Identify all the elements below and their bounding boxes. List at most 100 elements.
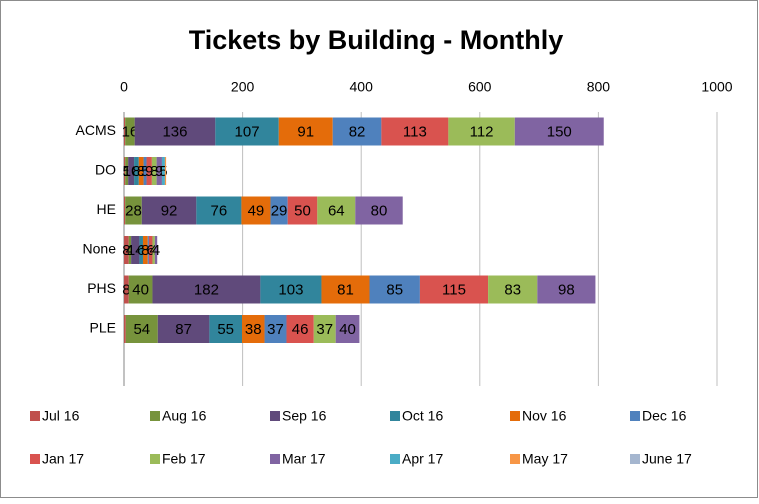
bar-segment [124,275,129,304]
x-tick-label: 600 [468,79,492,95]
legend-swatch [390,411,400,421]
bar-segment [154,236,158,264]
bar-segment [125,196,142,225]
data-label: 16 [122,123,139,140]
legend-label: Sep 16 [282,408,327,424]
bar-segment [270,196,288,225]
data-label: 64 [328,202,345,219]
bar-segment [125,157,129,185]
bar-segment [143,157,147,185]
bar-segment [141,196,197,225]
data-label: 29 [271,202,288,219]
x-tick-label: 800 [587,79,611,95]
data-label: 40 [132,281,149,298]
bar-segment [369,275,420,304]
data-label: 83 [504,281,521,298]
y-tick-label: HE [97,201,116,217]
data-label: 4 [126,242,134,259]
data-label: 80 [371,202,388,219]
bar-segment [124,315,126,343]
data-label: 9 [145,163,153,180]
bar-segment [355,196,403,225]
bar-segment [260,275,322,304]
legend-label: Nov 16 [522,408,567,424]
bar-segment [128,275,153,304]
data-label: 87 [175,321,192,338]
legend-label: Mar 17 [282,451,326,467]
data-label: 28 [125,202,142,219]
chart-title: Tickets by Building - Monthly [189,25,564,55]
data-label: 5 [159,163,167,180]
bar-segment [209,315,243,343]
bar-segment [215,117,279,146]
y-tick-label: DO [95,162,116,178]
data-label: 8 [150,163,158,180]
bar-segment [152,275,261,304]
legend-swatch [270,454,280,464]
bar-segment [313,315,336,343]
data-label: 136 [162,123,187,140]
bar-segment [161,157,165,185]
bar-segment [196,196,242,225]
bar-segment [381,117,449,146]
bar-segment [156,157,162,185]
data-label: 8 [132,163,140,180]
legend-label: June 17 [642,451,692,467]
data-label: 46 [292,321,309,338]
bar-segment [241,196,271,225]
bar-segment [142,236,148,264]
data-label: 8 [122,242,130,259]
bar-segment [488,275,538,304]
data-label: 150 [547,123,572,140]
data-label: 9 [155,163,163,180]
data-label: 5 [122,163,130,180]
data-label: 115 [442,281,466,298]
y-tick-label: PLE [90,320,116,336]
bar-segment [287,196,318,225]
legend-swatch [30,454,40,464]
bar-segment [124,157,126,185]
legend-swatch [630,411,640,421]
legend-swatch [270,411,280,421]
data-label: 85 [386,281,403,298]
bar-segment [128,236,132,264]
data-label: 91 [297,123,314,140]
y-tick-label: None [83,241,117,257]
bar-segment [242,315,265,343]
bar-segment [138,157,144,185]
data-label: 92 [161,202,178,219]
bar-segment [124,236,129,264]
legend-swatch [150,454,160,464]
bar-segment [317,196,356,225]
bar-segment [147,236,149,264]
bar-segment [164,157,167,185]
legend-swatch [30,411,40,421]
data-label: 4 [152,242,160,259]
legend-label: May 17 [522,451,568,467]
legend-swatch [510,411,520,421]
data-label: 98 [558,281,575,298]
legend-label: Jul 16 [42,408,80,424]
bar-segment [125,315,158,343]
bar-segment [264,315,287,343]
data-label: 37 [316,321,333,338]
x-tick-label: 0 [120,79,128,95]
bar-segment [335,315,360,343]
data-label: 49 [248,202,265,219]
data-label: 82 [349,123,366,140]
data-label: 6 [147,242,155,259]
data-label: 5 [141,163,149,180]
data-label: 8 [137,163,145,180]
data-label: 50 [294,202,311,219]
bar-segment [537,275,596,304]
bar-segment [146,157,152,185]
x-tick-label: 400 [350,79,374,95]
bar-segment [514,117,604,146]
legend-swatch [390,454,400,464]
data-label: 76 [211,202,228,219]
data-label: 54 [133,321,150,338]
data-label: 112 [470,123,494,140]
bar-segment [157,315,210,343]
data-label: 107 [235,123,260,140]
